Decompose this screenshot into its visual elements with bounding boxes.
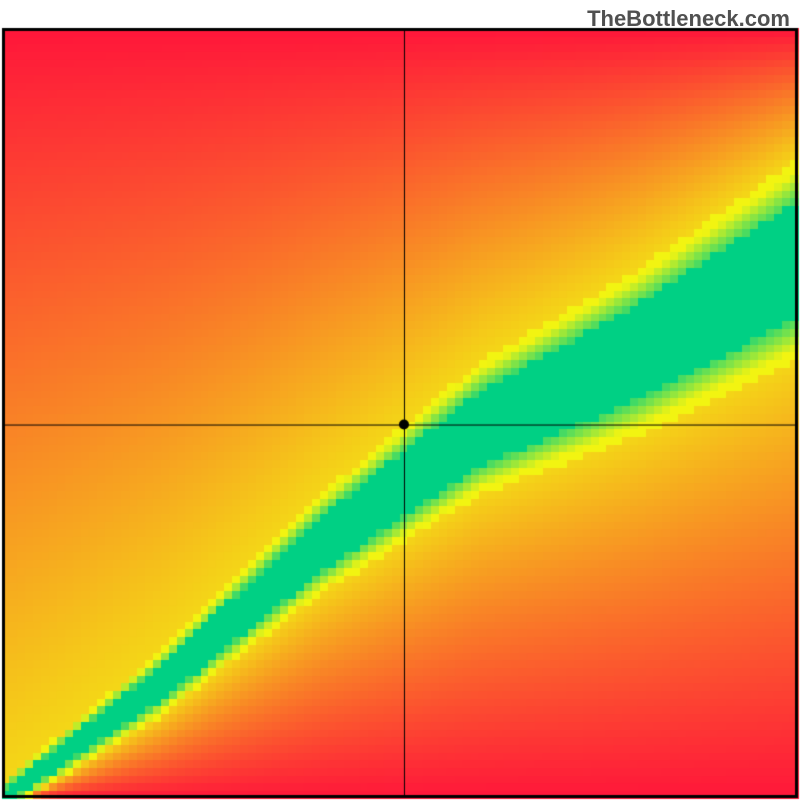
attribution-label: TheBottleneck.com [587, 6, 790, 32]
bottleneck-heatmap [0, 0, 800, 800]
chart-container: TheBottleneck.com [0, 0, 800, 800]
